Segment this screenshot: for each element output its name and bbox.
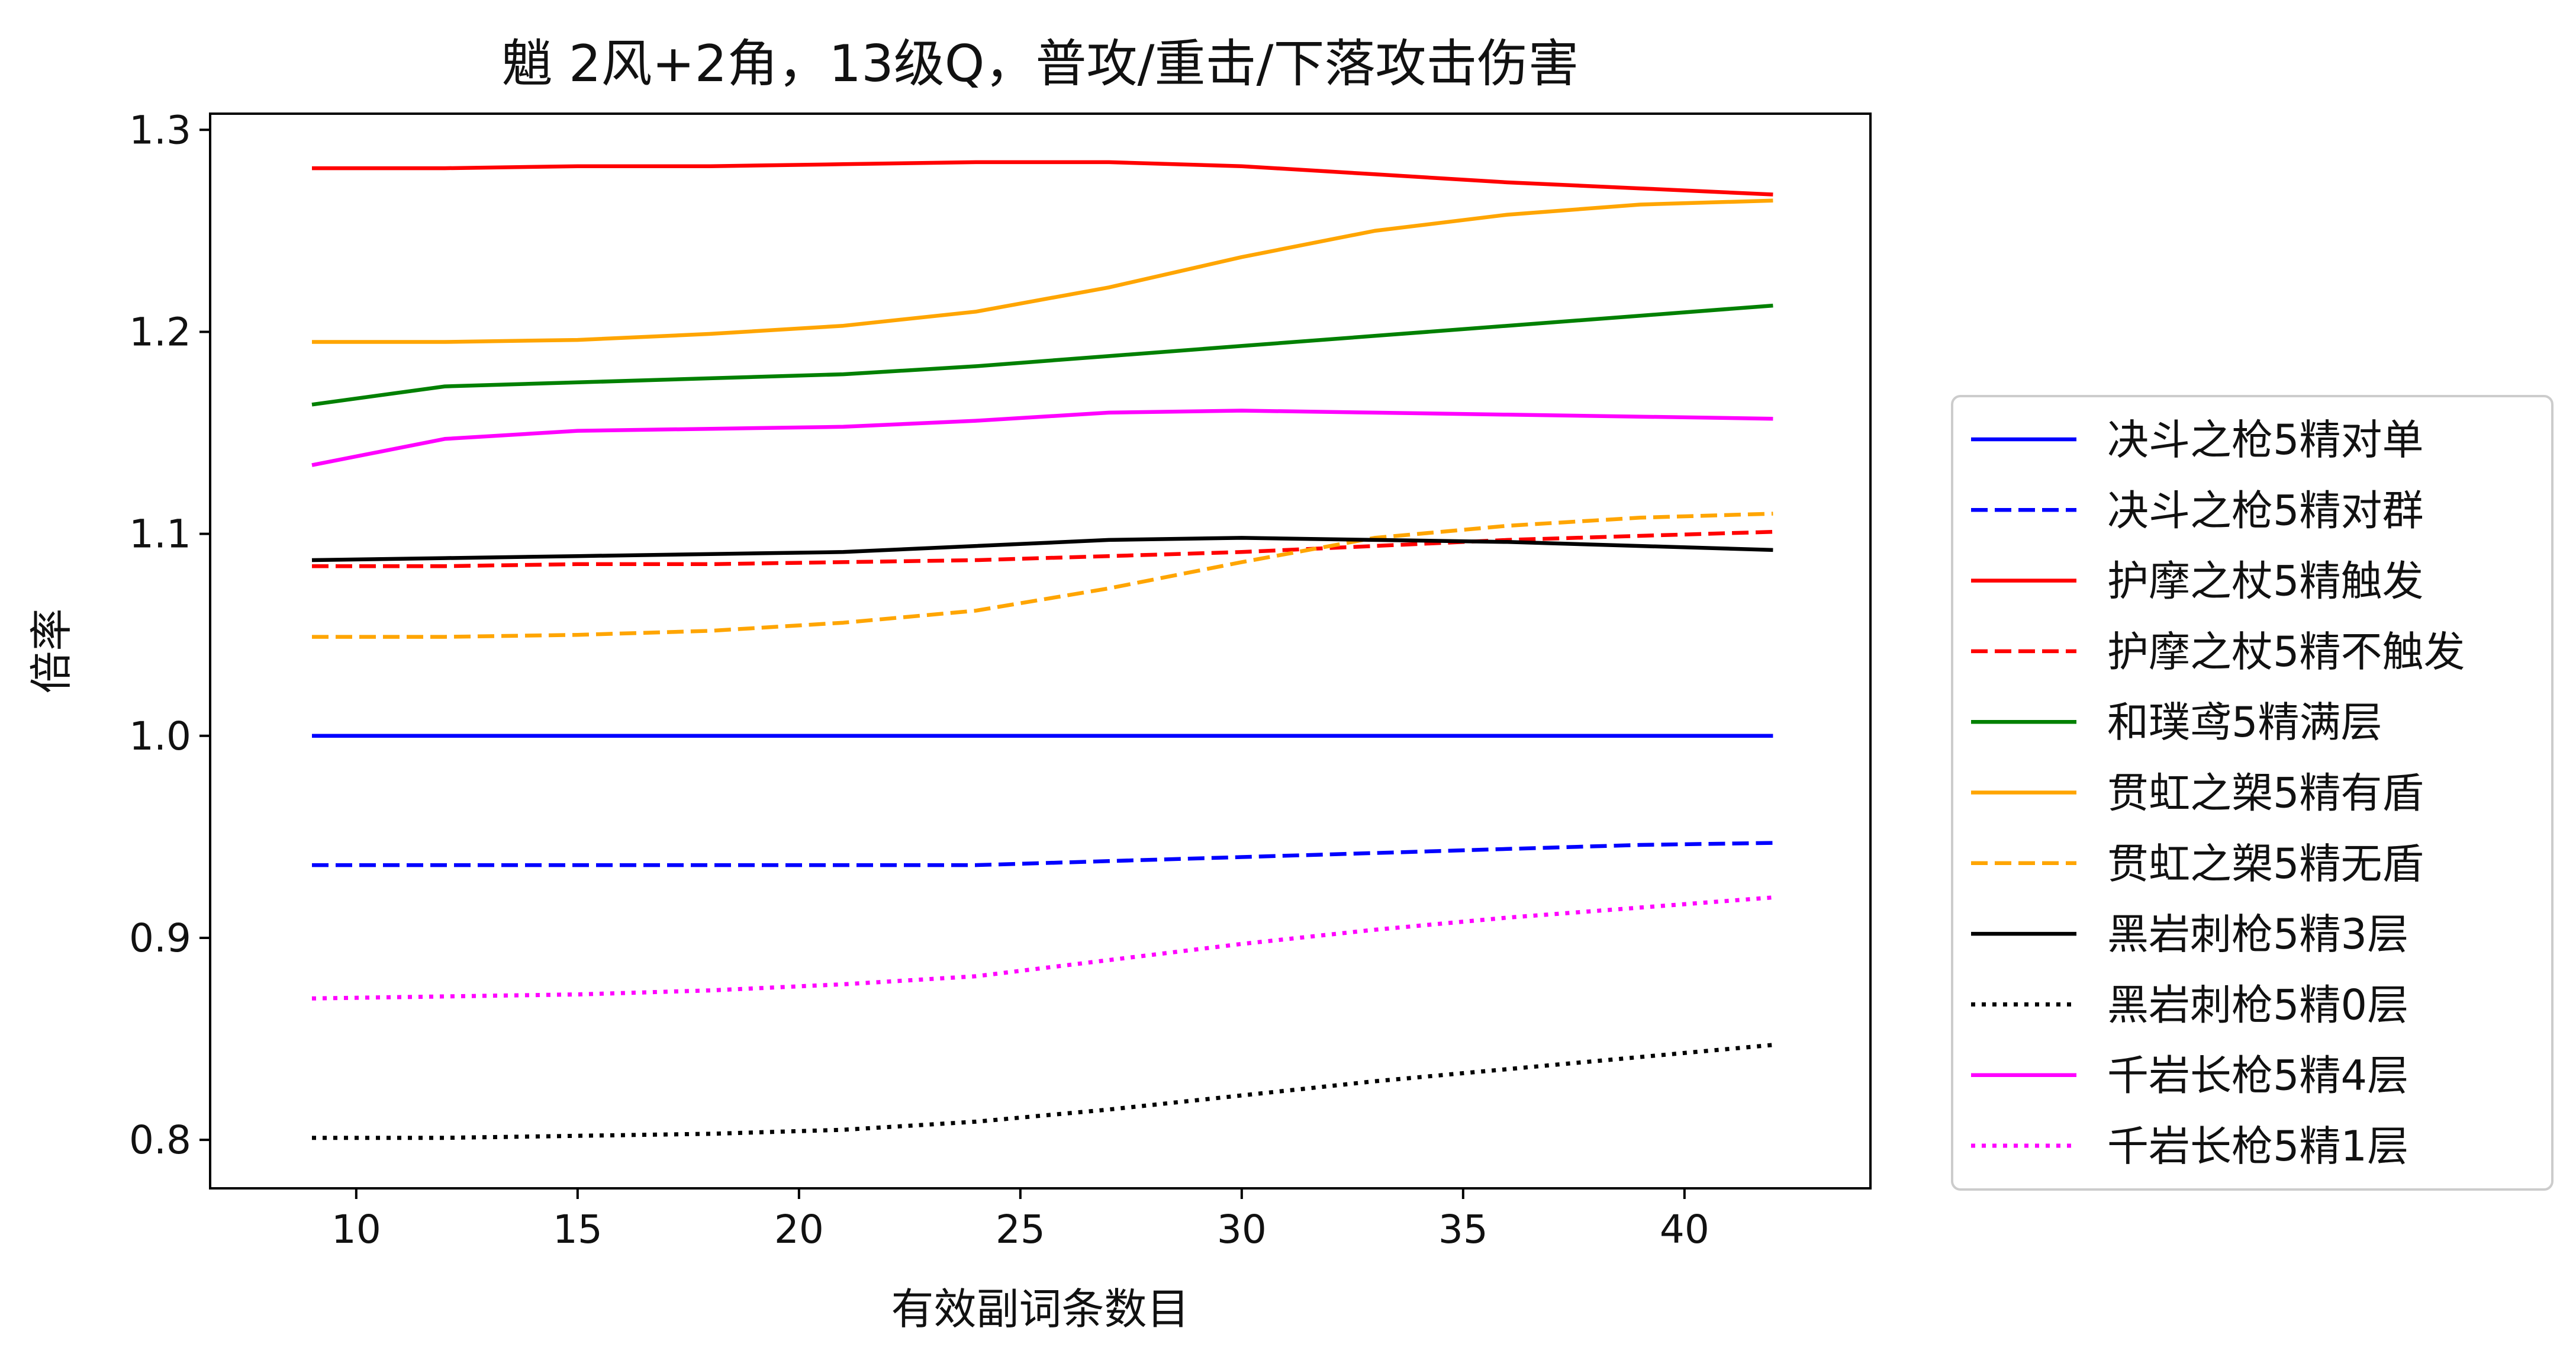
legend-label-2: 决斗之枪5精对群 — [2107, 486, 2424, 535]
series-line-10 — [311, 409, 1773, 467]
y-tick-label: 1.0 — [129, 713, 191, 759]
legend-label-3: 护摩之杖5精触发 — [2107, 557, 2424, 606]
x-tick-label: 30 — [1217, 1207, 1267, 1252]
x-tick-label: 20 — [774, 1207, 824, 1252]
legend-label-5: 和璞鸢5精满层 — [2107, 698, 2382, 747]
series-line-2 — [312, 841, 1773, 867]
y-tick-label: 1.2 — [129, 309, 191, 355]
series-line-4 — [312, 529, 1773, 568]
y-tick-label: 0.9 — [129, 915, 191, 961]
y-tick-label: 1.3 — [129, 107, 191, 153]
legend-label-8: 黑岩刺枪5精3层 — [2107, 910, 2408, 959]
legend-label-10: 千岩长枪5精4层 — [2107, 1052, 2408, 1100]
x-tick-label: 15 — [553, 1207, 603, 1252]
series-line-5 — [311, 303, 1773, 407]
y-axis-ticks: 0.8 0.9 1.0 1.1 1.2 1.3 — [129, 107, 210, 1163]
y-tick-label: 0.8 — [129, 1117, 191, 1163]
legend: 决斗之枪5精对单决斗之枪5精对群护摩之杖5精触发护摩之杖5精不触发和璞鸢5精满层… — [1951, 395, 2554, 1191]
series-layer — [311, 160, 1773, 1140]
legend-label-1: 决斗之枪5精对单 — [2107, 416, 2424, 464]
legend-label-11: 千岩长枪5精1层 — [2107, 1122, 2408, 1171]
legend-label-7: 贯虹之槊5精无盾 — [2107, 840, 2424, 888]
legend-label-6: 贯虹之槊5精有盾 — [2107, 769, 2424, 818]
series-line-6 — [312, 198, 1773, 344]
series-line-3 — [312, 160, 1773, 197]
y-tick-label: 1.1 — [129, 512, 191, 557]
plot-frame — [209, 112, 1872, 1190]
legend-label-4: 护摩之杖5精不触发 — [2107, 628, 2465, 676]
x-axis-label: 有效副词条数目 — [891, 1284, 1189, 1334]
x-tick-label: 40 — [1660, 1207, 1709, 1252]
legend-box — [1951, 395, 2554, 1191]
x-tick-label: 35 — [1438, 1207, 1488, 1252]
x-tick-label: 10 — [331, 1207, 381, 1252]
x-axis-ticks: 10 15 20 25 30 35 40 — [331, 1188, 1709, 1252]
chart-title: 魈 2风+2角，13级Q，普攻/重击/下落攻击伤害 — [502, 34, 1579, 94]
legend-label-9: 黑岩刺枪5精0层 — [2107, 981, 2408, 1029]
series-line-7 — [312, 512, 1773, 639]
series-line-8 — [311, 536, 1773, 562]
y-axis-label: 倍率 — [27, 608, 76, 693]
x-tick-label: 25 — [996, 1207, 1045, 1252]
